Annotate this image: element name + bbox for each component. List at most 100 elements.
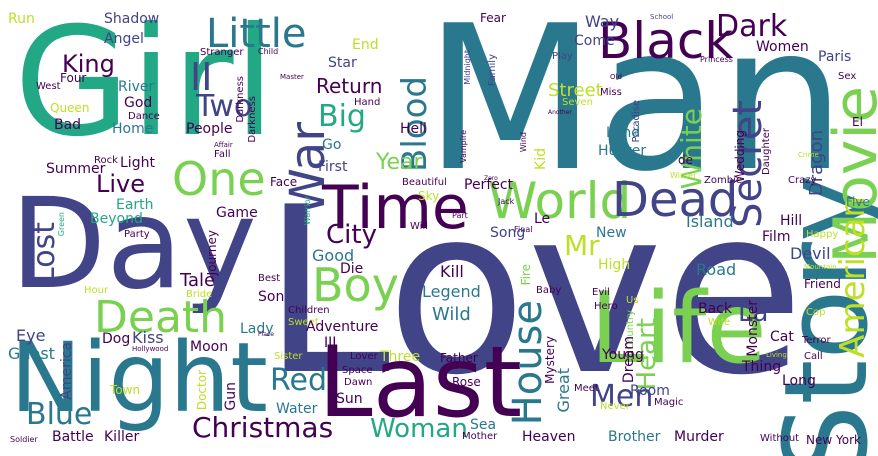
cloud-word-beautiful: Beautiful <box>402 177 447 188</box>
cloud-word-darkness: Darkness <box>235 76 246 123</box>
cloud-word-without: Without <box>760 433 800 444</box>
cloud-word-crazy: Crazy <box>788 175 817 186</box>
cloud-word-family: Family <box>487 54 498 87</box>
cloud-word-mr: Mr <box>564 229 600 262</box>
cloud-word-lost: Lost <box>27 222 62 284</box>
cloud-word-five: Five <box>846 195 870 209</box>
cloud-word-king: King <box>62 50 115 78</box>
cloud-word-game: Game <box>216 205 258 221</box>
cloud-word-year: Year <box>376 150 423 175</box>
cloud-word-eye: Eye <box>16 326 46 345</box>
cloud-word-live: Live <box>96 170 146 198</box>
cloud-word-cop: Cop <box>806 307 826 318</box>
cloud-word-new: New <box>596 225 627 241</box>
cloud-word-murder: Murder <box>674 429 724 445</box>
cloud-word-song: Song <box>490 225 526 241</box>
cloud-word-run: Run <box>8 11 35 27</box>
cloud-word-living: Living <box>766 351 787 359</box>
cloud-word-us: Us <box>626 295 639 306</box>
cloud-word-another: Another <box>548 109 572 116</box>
cloud-word-child: Child <box>258 47 279 56</box>
cloud-word-american: American <box>833 196 873 358</box>
cloud-word-sky: Sky <box>418 189 440 203</box>
cloud-word-room: Room <box>630 383 670 399</box>
cloud-word-evil: Evil <box>592 287 610 298</box>
cloud-word-mountain: Mountain <box>804 263 837 271</box>
cloud-word-hollywood: Hollywood <box>132 345 169 353</box>
cloud-word-heaven: Heaven <box>522 429 576 445</box>
cloud-word-three: Three <box>380 349 421 365</box>
cloud-word-dark: Dark <box>716 9 788 44</box>
cloud-word-big: Big <box>318 99 366 134</box>
cloud-word-wind: Wind <box>519 132 528 153</box>
cloud-word-day: Day <box>10 172 257 317</box>
cloud-word-sea: Sea <box>470 417 497 433</box>
cloud-word-monster: Monster <box>745 300 761 357</box>
cloud-word-film: Film <box>762 229 791 245</box>
cloud-word-dragon: Dragon <box>806 130 827 197</box>
cloud-word-hunter: Hunter <box>598 143 647 159</box>
cloud-word-play: Play <box>552 51 573 62</box>
cloud-word-rose: Rose <box>452 375 481 389</box>
cloud-word-sister: Sister <box>274 351 303 362</box>
cloud-word-man: Man <box>424 0 846 216</box>
cloud-word-light: Light <box>120 155 155 171</box>
cloud-word-seven: Seven <box>562 97 593 108</box>
cloud-word-dream: Dream <box>621 336 637 384</box>
cloud-word-little: Little <box>206 11 307 57</box>
cloud-word-lover: Lover <box>350 351 378 362</box>
cloud-word-call: Call <box>804 351 823 362</box>
cloud-word-will: Will <box>410 221 429 232</box>
cloud-word-wife: Wife <box>708 317 731 328</box>
cloud-word-zombie: Zombie <box>704 175 742 186</box>
cloud-word-baby: Baby <box>536 285 562 296</box>
cloud-word-girl: Girl <box>14 0 276 170</box>
cloud-word-west: West <box>36 81 61 92</box>
cloud-word-iii: III <box>324 335 337 351</box>
cloud-word-way: Way <box>585 12 620 31</box>
cloud-word-hill: Hill <box>780 213 803 229</box>
cloud-word-island: Island <box>686 212 734 231</box>
cloud-word-beyond: Beyond <box>90 211 143 227</box>
cloud-word-dead: Dead <box>612 172 739 228</box>
cloud-word-crime: Crime <box>798 151 819 159</box>
cloud-word-go: Go <box>322 137 342 153</box>
cloud-word-jack: Jack <box>498 197 515 206</box>
cloud-word-master: Master <box>280 73 304 81</box>
cloud-word-woman: Woman <box>370 414 468 444</box>
cloud-word-america: America <box>59 342 75 400</box>
cloud-word-place: Place <box>258 331 274 338</box>
cloud-word-house: House <box>505 300 551 426</box>
cloud-word-black: Black <box>598 12 734 70</box>
cloud-word-shadow: Shadow <box>104 11 160 27</box>
cloud-word-fear: Fear <box>480 11 506 25</box>
cloud-word-brother: Brother <box>608 429 661 445</box>
cloud-word-moon: Moon <box>190 339 229 355</box>
cloud-word-love: Love <box>262 159 805 426</box>
cloud-word-road: Road <box>696 260 737 279</box>
cloud-word-river: River <box>118 79 155 95</box>
cloud-word-affair: Affair <box>214 141 233 149</box>
cloud-word-ghost: Ghost <box>8 344 55 363</box>
cloud-word-last: Last <box>318 326 523 440</box>
cloud-word-death: Death <box>94 292 228 343</box>
cloud-word-earth: Earth <box>116 197 154 213</box>
cloud-word-tale: Tale <box>180 270 216 291</box>
cloud-word-one: One <box>172 152 266 206</box>
cloud-word-blue: Blue <box>26 397 93 432</box>
cloud-word-hour: Hour <box>84 285 109 296</box>
cloud-word-bad: Bad <box>54 117 82 133</box>
cloud-word-sweet: Sweet <box>288 317 319 328</box>
cloud-word-red: Red <box>270 363 327 398</box>
cloud-word-darkness: Darkness <box>247 96 258 143</box>
cloud-word-winter: Winter <box>670 171 697 180</box>
cloud-word-back: Back <box>698 301 732 317</box>
cloud-word-long: Long <box>782 373 816 389</box>
cloud-word-hero: Hero <box>594 301 618 312</box>
cloud-word-son: Son <box>258 289 285 305</box>
cloud-word-de: de <box>678 153 693 167</box>
cloud-word-happy: Happy <box>806 229 839 240</box>
cloud-word-hell: Hell <box>400 121 427 137</box>
cloud-word-zero: Zero <box>484 175 498 182</box>
